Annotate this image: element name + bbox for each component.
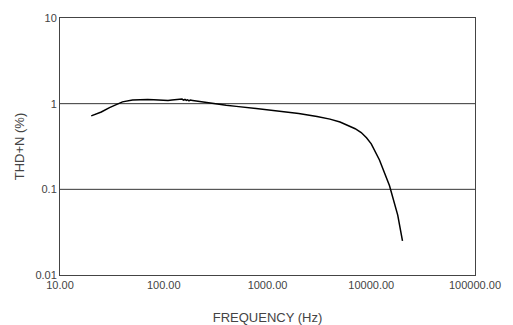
svg-text:THD+N (%): THD+N (%) (12, 113, 27, 181)
svg-text:100000.00: 100000.00 (449, 279, 501, 291)
svg-text:10.00: 10.00 (46, 279, 74, 291)
svg-text:1: 1 (51, 98, 57, 110)
svg-text:0.01: 0.01 (35, 269, 56, 281)
svg-text:100.00: 100.00 (147, 279, 181, 291)
svg-text:0.1: 0.1 (42, 183, 57, 195)
svg-text:FREQUENCY (Hz): FREQUENCY (Hz) (213, 310, 323, 325)
svg-text:1000.00: 1000.00 (248, 279, 288, 291)
svg-text:10000.00: 10000.00 (348, 279, 394, 291)
svg-text:10: 10 (45, 12, 57, 24)
